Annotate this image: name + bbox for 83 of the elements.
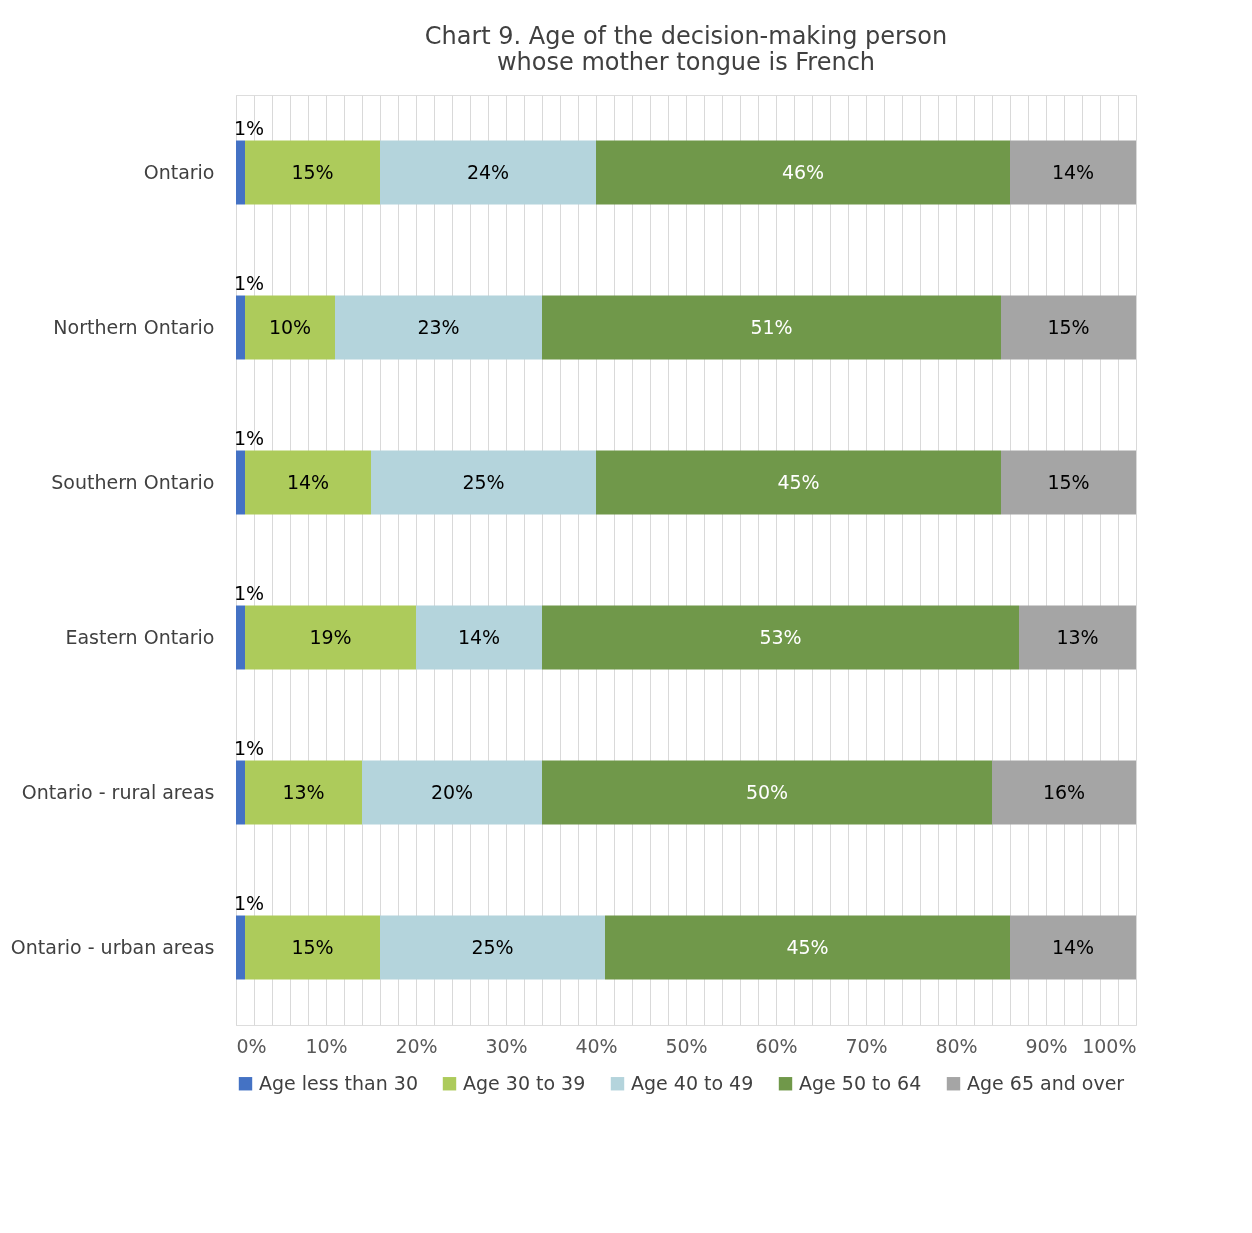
- data-label: 51%: [750, 315, 793, 338]
- bar: [1001, 295, 1136, 360]
- data-label: 15%: [291, 160, 334, 183]
- legend-label: Age 40 to 49: [631, 1071, 754, 1094]
- x-tick-label: 10%: [305, 1034, 348, 1057]
- bar: [371, 450, 596, 515]
- data-label: 14%: [457, 625, 501, 648]
- data-label: 45%: [777, 470, 820, 493]
- data-label: 1%: [234, 891, 265, 914]
- bar: [542, 760, 992, 825]
- bar: [1001, 450, 1136, 515]
- data-label: 19%: [309, 625, 352, 648]
- bar: [992, 760, 1136, 825]
- data-label: 14%: [1051, 160, 1095, 183]
- bar: [1019, 605, 1136, 670]
- x-tick-label: 90%: [1025, 1034, 1068, 1057]
- data-label: 23%: [417, 315, 460, 338]
- bar: [245, 605, 416, 670]
- y-tick-label: Ontario - urban areas: [10, 935, 215, 958]
- bar: [542, 295, 1001, 360]
- bar: [605, 915, 1010, 980]
- x-tick-label: 30%: [485, 1034, 528, 1057]
- bar: [1010, 140, 1136, 205]
- data-label: 53%: [759, 625, 802, 648]
- bar: [380, 140, 596, 205]
- data-label: 15%: [1047, 470, 1090, 493]
- x-tick-label: 100%: [1082, 1034, 1137, 1057]
- bar: [362, 760, 542, 825]
- bar: [236, 450, 245, 515]
- data-label: 46%: [781, 160, 825, 183]
- chart-title: Chart 9. Age of the decision-making person whose mother tongue is French: [424, 22, 948, 76]
- x-tick-label: 50%: [665, 1034, 708, 1057]
- bar: [542, 605, 1019, 670]
- bar: [380, 915, 605, 980]
- data-label: 15%: [1047, 315, 1090, 338]
- y-tick-label: Eastern Ontario: [65, 625, 215, 648]
- legend-label: Age less than 30: [259, 1071, 418, 1094]
- y-tick-label: Southern Ontario: [51, 470, 215, 493]
- bar: [596, 450, 1001, 515]
- x-tick-label: 80%: [935, 1034, 978, 1057]
- bar: [416, 605, 542, 670]
- data-label: 13%: [282, 780, 325, 803]
- data-label: 25%: [471, 935, 514, 958]
- bar: [236, 295, 245, 360]
- bar: [245, 450, 371, 515]
- data-label: 14%: [286, 470, 330, 493]
- bar: [236, 605, 245, 670]
- data-label: 20%: [430, 780, 474, 803]
- data-label: 10%: [268, 315, 312, 338]
- data-label: 50%: [745, 780, 789, 803]
- legend-label: Age 65 and over: [967, 1071, 1125, 1094]
- data-label: 13%: [1056, 625, 1099, 648]
- bar: [596, 140, 1010, 205]
- data-label: 25%: [462, 470, 505, 493]
- data-label: 1%: [234, 271, 265, 294]
- x-tick-label: 40%: [575, 1034, 618, 1057]
- data-label: 24%: [466, 160, 510, 183]
- data-label: 1%: [234, 736, 265, 759]
- bar: [236, 915, 245, 980]
- legend-label: Age 30 to 39: [463, 1071, 586, 1094]
- bar: [245, 760, 362, 825]
- data-label: 1%: [234, 116, 265, 139]
- bar: [335, 295, 542, 360]
- y-tick-label: Northern Ontario: [53, 315, 215, 338]
- bar: [1010, 915, 1136, 980]
- x-tick-label: 0%: [236, 1034, 267, 1057]
- data-label: 15%: [291, 935, 334, 958]
- bar: [245, 295, 335, 360]
- bar: [236, 140, 245, 205]
- x-tick-label: 60%: [755, 1034, 798, 1057]
- bar: [236, 760, 245, 825]
- y-tick-label: Ontario - rural areas: [21, 780, 215, 803]
- data-label: 45%: [786, 935, 829, 958]
- x-tick-label: 70%: [845, 1034, 888, 1057]
- y-tick-label: Ontario: [143, 160, 215, 183]
- data-label: 1%: [234, 581, 265, 604]
- bar: [245, 915, 380, 980]
- x-tick-label: 20%: [395, 1034, 438, 1057]
- data-label: 1%: [234, 426, 265, 449]
- data-label: 16%: [1042, 780, 1086, 803]
- data-label: 14%: [1051, 935, 1095, 958]
- legend-label: Age 50 to 64: [799, 1071, 922, 1094]
- bar: [245, 140, 380, 205]
